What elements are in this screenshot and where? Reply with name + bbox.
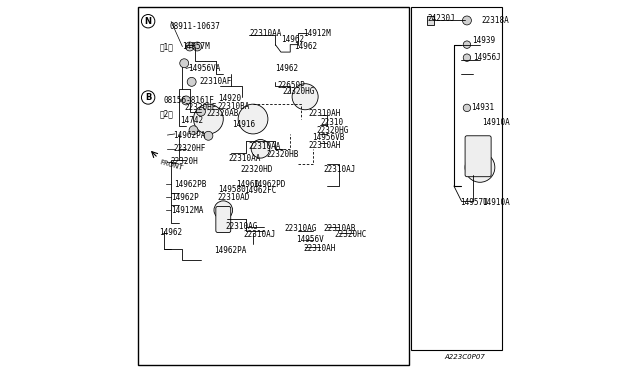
Text: 14956VA: 14956VA [188,64,220,73]
Text: 14960: 14960 [236,180,259,189]
Text: 14956V: 14956V [296,235,324,244]
FancyBboxPatch shape [465,136,491,177]
Text: 22310AH: 22310AH [303,244,335,253]
Text: 24230J: 24230J [428,14,456,23]
Text: 22310AB: 22310AB [323,224,355,233]
Text: 22310AD: 22310AD [218,193,250,202]
Text: 14962PB: 14962PB [174,180,207,189]
Circle shape [187,77,196,86]
Text: 08156-8161F: 08156-8161F [163,96,214,105]
Text: 22310: 22310 [320,118,343,127]
Text: A223C0P07: A223C0P07 [445,354,486,360]
Text: 22320H: 22320H [170,157,198,166]
Text: 08911-10637: 08911-10637 [170,22,220,31]
Text: 14962: 14962 [294,42,317,51]
Circle shape [463,16,472,25]
Text: 22310AA: 22310AA [229,154,261,163]
Circle shape [214,201,232,219]
Text: 14962: 14962 [281,35,304,44]
Text: 22310AA: 22310AA [248,142,281,151]
Text: FRONT: FRONT [159,159,184,171]
Text: 14962: 14962 [159,228,182,237]
Text: 22650P: 22650P [277,81,305,90]
Bar [411,7,502,350]
Text: 22320HG: 22320HG [316,126,349,135]
Text: 14742: 14742 [180,116,204,125]
Text: 22310BA: 22310BA [218,102,250,110]
Text: 22310AA: 22310AA [250,29,282,38]
Circle shape [463,54,470,61]
Circle shape [465,153,495,182]
FancyBboxPatch shape [216,206,231,232]
FancyBboxPatch shape [427,16,434,25]
Circle shape [196,107,205,116]
Text: 14957M: 14957M [182,42,210,51]
Text: 14931: 14931 [470,103,494,112]
Text: 22310AF: 22310AF [199,77,232,86]
Text: 22320HB: 22320HB [266,150,298,159]
Text: 14910A: 14910A [482,198,509,207]
Circle shape [186,42,195,51]
Text: 14962PA: 14962PA [214,246,246,255]
Text: 22320AB: 22320AB [207,109,239,118]
Text: （2）: （2） [159,109,173,118]
Text: 14962PA: 14962PA [173,131,205,140]
Text: B: B [145,93,151,102]
Circle shape [180,59,189,68]
Circle shape [251,140,270,158]
Circle shape [463,41,470,48]
Text: 22310AG: 22310AG [225,222,257,231]
Circle shape [193,42,202,51]
Text: 14912MA: 14912MA [172,206,204,215]
Text: 14962FC: 14962FC [244,186,276,195]
Text: 22310AG: 22310AG [285,224,317,233]
Text: 14956VB: 14956VB [312,133,344,142]
Text: N: N [145,17,152,26]
Text: 22320HE: 22320HE [184,103,216,112]
Text: 14912M: 14912M [303,29,331,38]
Circle shape [292,84,318,110]
Text: 22320HC: 22320HC [335,230,367,239]
Text: 14916: 14916 [232,120,256,129]
Circle shape [463,104,470,112]
Circle shape [189,126,198,135]
Text: 149580: 149580 [218,185,246,194]
Text: 22310AJ: 22310AJ [244,230,276,239]
Text: 14920: 14920 [218,94,241,103]
Text: （1）: （1） [159,42,173,51]
Text: 22320HF: 22320HF [173,144,205,153]
Text: 22320HD: 22320HD [240,165,273,174]
Text: 22318A: 22318A [482,16,509,25]
Text: 14957U: 14957U [461,198,488,207]
Text: 22310AH: 22310AH [308,141,340,150]
Text: 14962P: 14962P [172,193,199,202]
Text: 22310AH: 22310AH [309,109,341,118]
Text: 14962: 14962 [275,64,298,73]
Circle shape [204,131,213,140]
Text: 14962PD: 14962PD [253,180,285,189]
Circle shape [238,104,268,134]
Text: 22320HG: 22320HG [282,87,314,96]
Bar [138,7,410,365]
Text: 22310AJ: 22310AJ [323,165,355,174]
Text: 14939: 14939 [472,36,495,45]
Text: 14956J: 14956J [473,53,501,62]
Circle shape [182,96,191,105]
Text: 14910A: 14910A [482,118,509,127]
Circle shape [193,104,223,134]
